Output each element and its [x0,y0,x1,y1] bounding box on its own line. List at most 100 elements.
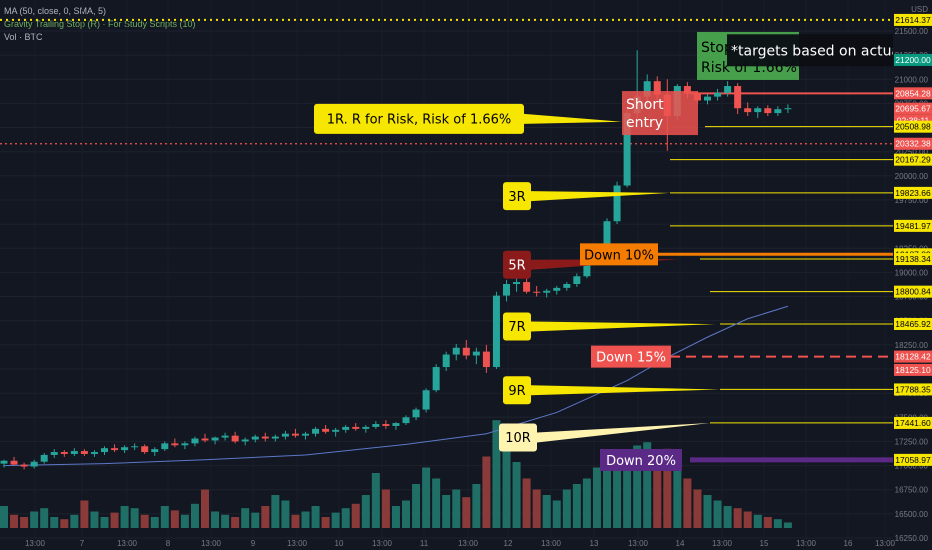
candle-body [191,438,199,444]
candle-body [161,443,169,450]
y-tick-label: 17250.00 [895,437,929,446]
target-tag [894,186,932,199]
annotation-5r-text: 5R [508,258,525,273]
volume-bar [190,503,199,528]
annotation-7r-box [503,312,531,341]
candle-body [40,454,48,462]
volume-bar [472,484,481,528]
legend-volume: Vol · BTC [4,32,43,42]
volume-bar [422,467,431,528]
price-level-tag [894,13,932,26]
down-15-label-text: Down 15% [596,351,666,366]
x-tick-label: 13:00 [458,539,479,548]
candle-body [503,284,510,296]
volume-bar [683,478,692,528]
volume-bar [90,511,99,528]
candle-body [221,435,229,438]
candle-body [291,433,299,436]
candle-body [683,86,691,94]
annotation-10r-pointer [537,422,710,443]
target-value: 19481.97 [895,221,931,231]
volume-bar [412,484,421,528]
x-tick-label: 9 [251,539,256,548]
x-tick-label: 15 [760,539,769,548]
volume-bar [180,514,189,528]
y-tick-label: 20000.00 [895,172,929,181]
x-tick-label: 13:00 [541,539,562,548]
target-lines [670,126,893,424]
candle-body [714,92,722,97]
target-tag [894,416,932,429]
price-level-value: 18128.42 [895,352,931,362]
annotation-7r-pointer [531,321,715,332]
volume-bar [301,511,310,528]
x-tick-label: 13 [590,539,599,548]
volume-bar [160,506,169,528]
candle-body [553,287,561,291]
x-tick-label: 8 [166,539,171,548]
annotation-10r-box [499,423,537,452]
candle-body [201,438,209,441]
candle-body [211,437,219,441]
volume-bar [70,514,79,528]
candle-body [623,113,631,186]
candle-body [271,436,279,439]
annotation-9r-pointer [531,385,720,396]
candle-body [30,461,38,467]
volume-bar [733,508,742,528]
x-tick-label: 16 [844,539,853,548]
x-tick-label: 13:00 [372,539,393,548]
candle-body [372,424,380,427]
x-tick-label: 13:00 [25,539,46,548]
price-level-tag [894,363,932,376]
time-axis[interactable]: 13:00 7 13:00 8 13:00 9 13:00 10 13:00 11 13:00 12 1… [25,539,896,548]
x-tick-label: 13:00 [201,539,222,548]
candle-body [513,282,521,285]
price-level-tag [894,350,932,363]
candle-body [151,449,159,453]
x-tick-label: 12 [504,539,513,548]
volume-bar [241,508,250,528]
short-entry-box [622,91,698,136]
annotation-7r-text: 7R [508,320,525,335]
volume-bar [522,478,531,528]
volume-bar [281,500,290,528]
target-value: 18800.84 [895,287,931,297]
volume-bar [391,506,400,528]
volume-bar [361,495,370,528]
target-tag [894,317,932,330]
candle-body [543,290,551,293]
volume-bar [542,495,551,528]
candle-body [412,409,420,418]
volume-bar [713,500,722,528]
target-tag [894,253,932,266]
volume-bar [462,497,471,528]
y-tick-label: 16500.00 [895,510,929,519]
x-tick-label: 13:00 [628,539,649,548]
target-value: 20167.29 [895,155,931,165]
volume-bar [532,489,541,528]
annotation-3r-pointer [531,191,670,202]
target-tag [894,120,932,133]
candle-body [0,460,8,464]
volume-bar [371,473,380,528]
candle-body [141,446,149,453]
candle-body [442,354,450,368]
candle-body [231,435,239,442]
annotation-10r-text: 10R [505,431,531,446]
volume-bar [251,512,260,528]
price-level-lines [0,18,893,463]
candle-body [80,451,88,454]
y-tick-label: 21000.00 [895,75,929,84]
volume-bar [150,517,159,528]
price-level-value: 20695.67 [895,104,931,114]
target-value: 18465.92 [895,319,931,329]
volume-bar [211,511,220,528]
candle-body [734,86,742,109]
volume-bar [231,517,240,528]
volume-bar [502,429,511,528]
candle-body [171,443,179,446]
price-level-value: 18125.10 [895,365,931,375]
x-tick-label: 10 [335,539,344,548]
